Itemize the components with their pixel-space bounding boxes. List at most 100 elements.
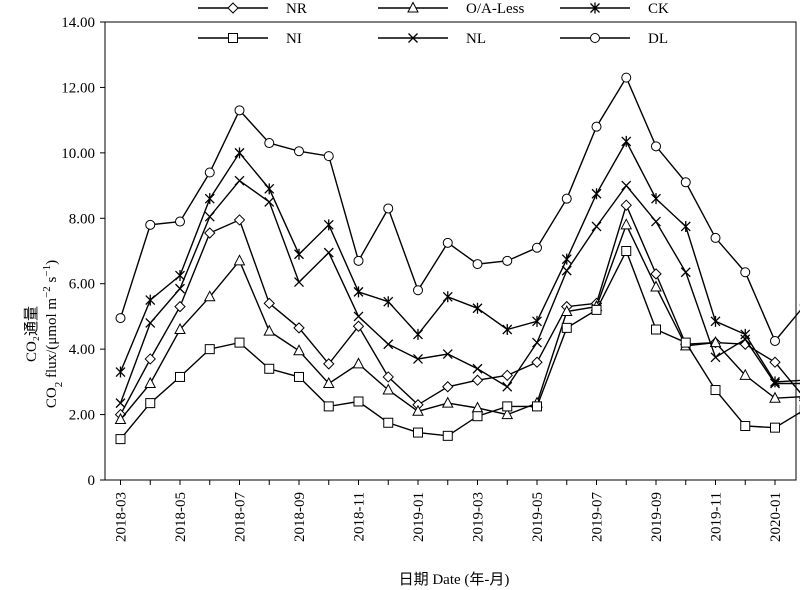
x-tick-label: 2018-11 [352, 492, 368, 541]
data-point-dl [353, 255, 364, 266]
data-point-nl [115, 398, 126, 409]
x-tick-label: 2019-03 [471, 492, 487, 542]
data-point-ck [621, 135, 632, 147]
data-point-nl [591, 221, 602, 232]
data-point-ck [472, 302, 483, 314]
data-point-ck [740, 328, 751, 340]
data-point-nl [472, 363, 483, 374]
data-point-ni [532, 401, 542, 412]
data-point-o-a-less [114, 412, 127, 424]
series-nl [115, 175, 800, 409]
x-tick-label: 2018-09 [292, 492, 308, 542]
x-tick-label: 2019-01 [411, 492, 427, 542]
x-tick-label: 2018-07 [233, 492, 249, 542]
x-tick-label: 2020-01 [768, 492, 784, 542]
data-point-ni [383, 417, 394, 428]
legend-item-ni: NI [198, 31, 302, 47]
data-point-dl [680, 177, 691, 188]
data-point-ni [294, 371, 304, 382]
data-point-ck [264, 183, 275, 195]
data-point-ni [264, 363, 275, 374]
x-tick-label: 2019-07 [590, 492, 606, 542]
data-point-ck [115, 366, 126, 378]
data-point-ck [413, 328, 423, 340]
data-point-ni [680, 337, 691, 348]
data-point-o-a-less [560, 304, 573, 317]
legend-label-ni: NI [286, 31, 302, 47]
data-point-dl [472, 259, 483, 270]
data-point-nr [204, 227, 216, 239]
data-point-nr [352, 320, 365, 332]
data-point-nr [323, 358, 335, 370]
y-tick-label: 12.00 [61, 80, 95, 96]
data-point-ck [591, 188, 602, 200]
y-tick-label: 6.00 [69, 277, 95, 293]
data-point-nr [501, 369, 513, 382]
x-tick-label: 2019-11 [709, 492, 725, 541]
data-point-ck [234, 147, 245, 159]
series-ck [115, 135, 800, 388]
data-point-ck [502, 324, 513, 336]
data-point-ck [680, 220, 691, 232]
y-axis-title: CO₂通量 CO2 flux/(μmol m−2 s−1) [23, 260, 65, 408]
data-point-dl [294, 146, 304, 157]
legend-marker-ni [228, 33, 238, 43]
data-point-ck [353, 286, 364, 298]
data-point-dl [770, 335, 780, 346]
data-point-nl [532, 337, 542, 348]
data-point-ck [651, 193, 661, 205]
data-point-o-a-less [620, 218, 633, 230]
series-line-ck [119, 139, 800, 383]
series-line-o-a-less [119, 222, 800, 420]
data-point-ni [413, 427, 423, 438]
legend: NR O/A-Less CK NI NL DL [198, 1, 669, 47]
data-point-nl [413, 353, 423, 364]
data-point-nl [234, 175, 245, 186]
y-tick-label: 0 [88, 473, 96, 489]
series-layer [114, 72, 800, 445]
data-point-nl [561, 265, 572, 276]
y-tick-label: 8.00 [69, 211, 95, 227]
data-point-nr [263, 297, 275, 310]
data-point-o-a-less [501, 407, 514, 420]
y-tick-label: 14.00 [61, 15, 95, 31]
data-point-ck [175, 270, 185, 282]
data-point-o-a-less [144, 376, 157, 388]
data-point-dl [621, 72, 632, 83]
legend-marker-o-a-less [407, 1, 419, 13]
data-point-ck [204, 193, 215, 205]
data-point-ni [323, 401, 334, 412]
legend-marker-nr [227, 2, 239, 14]
y-axis-title-en: CO2 flux/(μmol m−2 s−1) [41, 260, 65, 408]
data-point-dl [651, 141, 661, 152]
series-dl [115, 72, 800, 346]
data-point-o-a-less [412, 404, 424, 416]
legend-label-ck: CK [648, 1, 669, 17]
data-point-ni [145, 398, 156, 409]
data-point-dl [175, 216, 185, 227]
x-tick-label: 2018-05 [173, 492, 189, 542]
data-point-dl [264, 138, 275, 149]
series-line-nr [119, 203, 800, 415]
data-point-o-a-less [650, 280, 662, 292]
legend-marker-dl [590, 33, 600, 43]
data-point-o-a-less [263, 324, 276, 336]
data-point-nl [175, 283, 185, 294]
y-tick-label: 2.00 [69, 408, 95, 424]
data-point-nl [145, 318, 156, 328]
legend-item-dl: DL [560, 31, 668, 47]
x-axis-title: 日期 Date (年-月) [399, 571, 510, 588]
data-point-nl [502, 381, 513, 392]
data-point-nr [471, 374, 484, 386]
data-point-o-a-less [203, 290, 216, 302]
legend-item-nr: NR [198, 1, 307, 17]
x-tick-label: 2018-03 [114, 492, 130, 542]
data-point-dl [591, 121, 602, 132]
data-point-nl [770, 378, 780, 389]
data-point-o-a-less [293, 344, 305, 356]
data-point-o-a-less [739, 368, 752, 380]
legend-label-nl: NL [466, 31, 486, 47]
legend-item-nl: NL [378, 31, 486, 47]
y-axis-title-cn: CO₂通量 [23, 306, 40, 362]
